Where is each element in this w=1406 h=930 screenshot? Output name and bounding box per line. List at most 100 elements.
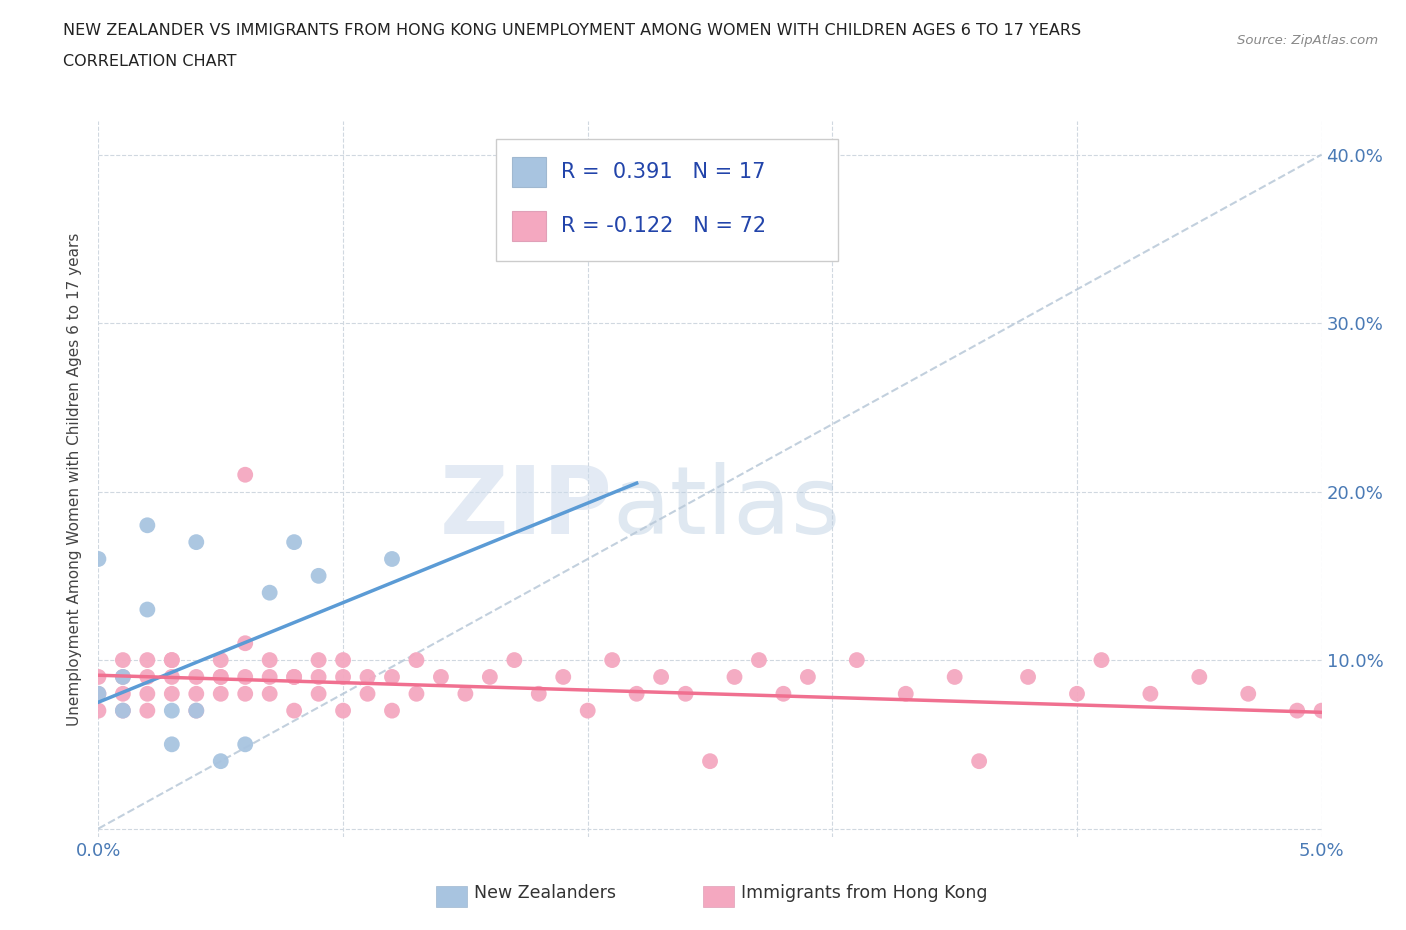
Point [111, 670, 134, 684]
Text: NEW ZEALANDER VS IMMIGRANTS FROM HONG KONG UNEMPLOYMENT AMONG WOMEN WITH CHILDRE: NEW ZEALANDER VS IMMIGRANTS FROM HONG KO… [63, 23, 1081, 38]
Point [283, 703, 305, 718]
Point [186, 670, 208, 684]
Point [186, 686, 208, 701]
Point [332, 703, 354, 718]
Text: R = -0.122   N = 72: R = -0.122 N = 72 [561, 216, 766, 236]
Point [186, 703, 208, 718]
Point [1066, 686, 1088, 701]
Point [332, 653, 354, 668]
Point [283, 670, 305, 684]
Point [87, 670, 110, 684]
Point [233, 686, 256, 701]
Point [111, 670, 134, 684]
Point [233, 636, 256, 651]
Point [1090, 653, 1112, 668]
Point [186, 535, 208, 550]
Point [845, 653, 868, 668]
Point [723, 670, 745, 684]
Point [136, 703, 159, 718]
FancyBboxPatch shape [512, 157, 546, 188]
Text: ZIP: ZIP [439, 461, 612, 553]
Point [283, 535, 305, 550]
Point [259, 653, 281, 668]
Point [356, 670, 378, 684]
Point [332, 670, 354, 684]
Point [136, 670, 159, 684]
Point [943, 670, 966, 684]
Point [136, 518, 159, 533]
Y-axis label: Unemployment Among Women with Children Ages 6 to 17 years: Unemployment Among Women with Children A… [67, 232, 83, 725]
Point [626, 232, 648, 246]
Point [1237, 686, 1260, 701]
Text: Source: ZipAtlas.com: Source: ZipAtlas.com [1237, 34, 1378, 47]
Point [308, 670, 330, 684]
Point [87, 703, 110, 718]
Point [160, 686, 183, 701]
Point [626, 686, 648, 701]
Point [894, 686, 917, 701]
Point [160, 653, 183, 668]
Point [209, 753, 232, 768]
Point [454, 686, 477, 701]
Point [381, 670, 404, 684]
Point [381, 551, 404, 566]
Point [111, 703, 134, 718]
Point [1310, 703, 1333, 718]
Point [576, 703, 599, 718]
Point [308, 686, 330, 701]
Point [136, 653, 159, 668]
Point [967, 753, 990, 768]
Point [233, 670, 256, 684]
Point [405, 686, 427, 701]
Point [233, 737, 256, 751]
Point [209, 686, 232, 701]
Point [283, 670, 305, 684]
Point [405, 653, 427, 668]
Point [308, 568, 330, 583]
FancyBboxPatch shape [512, 211, 546, 241]
Point [675, 686, 697, 701]
Point [748, 653, 770, 668]
Point [209, 670, 232, 684]
Point [233, 467, 256, 482]
Point [160, 703, 183, 718]
Point [136, 602, 159, 617]
Text: New Zealanders: New Zealanders [474, 884, 616, 902]
Point [111, 653, 134, 668]
Point [308, 653, 330, 668]
Point [430, 670, 453, 684]
Point [209, 670, 232, 684]
Point [186, 703, 208, 718]
Point [553, 670, 575, 684]
Point [381, 703, 404, 718]
Point [650, 670, 672, 684]
Point [87, 686, 110, 701]
Point [160, 737, 183, 751]
Point [160, 670, 183, 684]
Point [797, 670, 820, 684]
Point [503, 653, 526, 668]
Point [600, 653, 623, 668]
Point [259, 670, 281, 684]
Point [259, 585, 281, 600]
Point [699, 753, 721, 768]
Point [478, 670, 501, 684]
Point [111, 686, 134, 701]
FancyBboxPatch shape [496, 139, 838, 260]
Point [1188, 670, 1211, 684]
Point [527, 686, 550, 701]
Point [87, 686, 110, 701]
Point [259, 686, 281, 701]
Text: R =  0.391   N = 17: R = 0.391 N = 17 [561, 163, 765, 182]
Text: CORRELATION CHART: CORRELATION CHART [63, 54, 236, 69]
Text: atlas: atlas [612, 461, 841, 553]
Point [87, 551, 110, 566]
Point [111, 703, 134, 718]
Point [1139, 686, 1161, 701]
Point [1017, 670, 1039, 684]
Point [160, 653, 183, 668]
Point [136, 686, 159, 701]
Point [772, 686, 794, 701]
Point [356, 686, 378, 701]
Text: Immigrants from Hong Kong: Immigrants from Hong Kong [741, 884, 987, 902]
